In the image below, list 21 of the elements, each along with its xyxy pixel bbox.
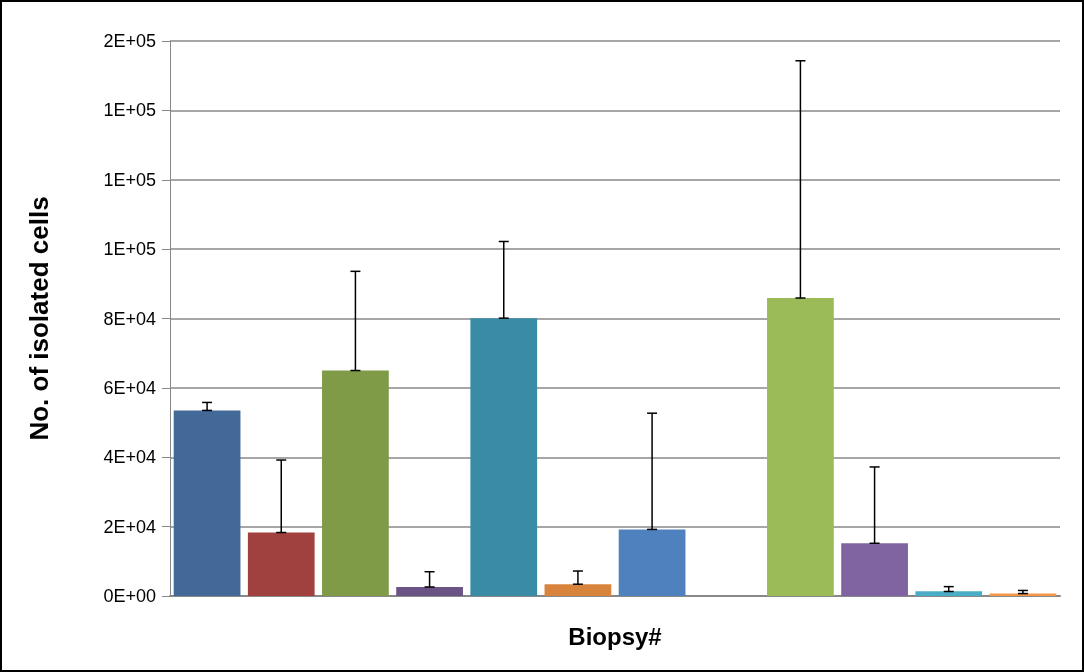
bar xyxy=(173,410,241,596)
bar xyxy=(618,529,686,596)
bar xyxy=(247,532,315,596)
bar xyxy=(841,543,908,596)
y-tick-label: 1E+05 xyxy=(103,239,156,260)
bar xyxy=(470,318,538,596)
y-axis-title: No. of isolated cells xyxy=(24,196,54,441)
bar xyxy=(767,298,834,596)
y-tick-label: 0E+00 xyxy=(103,586,156,606)
bar xyxy=(396,586,463,596)
y-tick-label: 6E+04 xyxy=(103,377,156,398)
y-tick-label: 1E+05 xyxy=(103,169,156,190)
x-axis-title: Biopsy# xyxy=(568,622,662,650)
bar xyxy=(544,584,612,596)
y-tick-label: 8E+04 xyxy=(103,308,156,329)
bar xyxy=(915,591,983,596)
y-tick-label: 1E+05 xyxy=(103,100,156,121)
y-tick-label: 2E+05 xyxy=(103,31,156,51)
y-tick-label: 2E+04 xyxy=(103,516,156,537)
bar xyxy=(322,370,389,596)
y-tick-label: 4E+04 xyxy=(103,447,156,468)
